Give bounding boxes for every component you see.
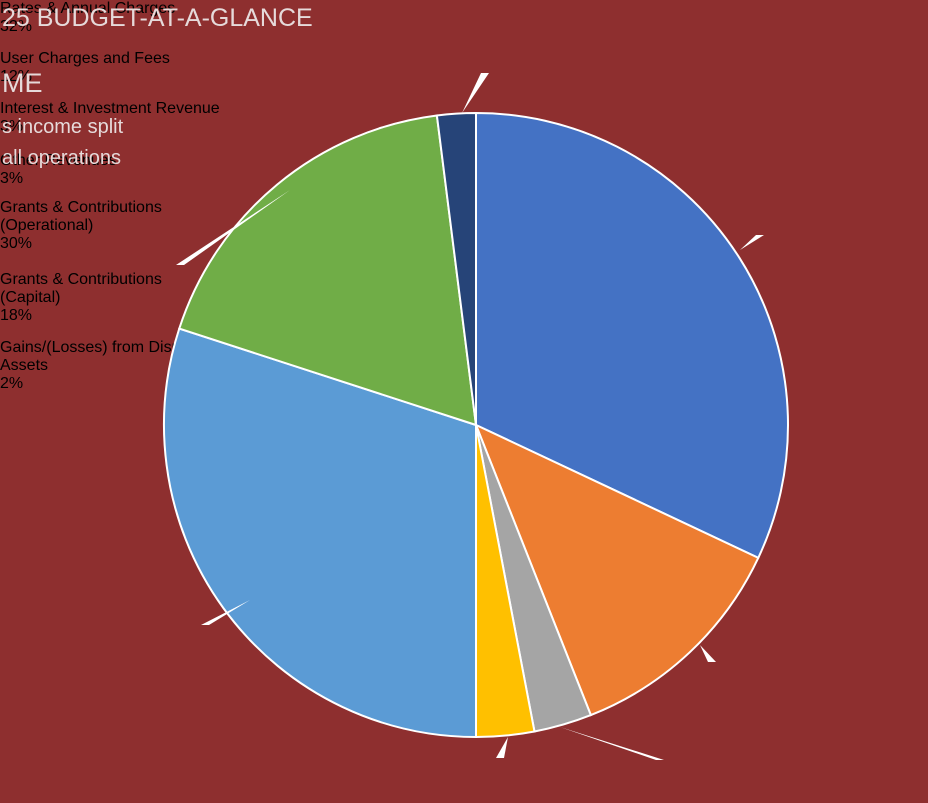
data-label: Grants & Contributions (Capital) 18%: [0, 271, 176, 339]
leader-line: [496, 737, 508, 758]
value-label: 3%: [0, 118, 24, 135]
category-label: Grants & Contributions (Operational): [0, 199, 162, 234]
value-label: 18%: [0, 307, 33, 324]
category-label: Interest & Investment Revenue: [0, 100, 220, 117]
leader-line: [462, 73, 489, 113]
data-label: Other Revenues 3%: [0, 152, 126, 199]
pie-slice: [178, 114, 478, 427]
heading: ME: [2, 68, 43, 98]
pie-slice: [163, 327, 477, 739]
data-label: User Charges and Fees 12%: [0, 50, 174, 100]
data-label: Gains/(Losses) from Disposal of Assets 2%: [0, 339, 234, 409]
title: 25 BUDGET-AT-A-GLANCE: [2, 4, 313, 32]
leader-line: [201, 600, 250, 625]
leader-line: [560, 727, 664, 760]
pie-slice: [475, 111, 789, 560]
category-label: Gains/(Losses) from Disposal of Assets: [0, 339, 228, 374]
value-label: 3%: [0, 170, 24, 187]
value-label: 32%: [0, 18, 33, 35]
data-label: Interest & Investment Revenue 3%: [0, 100, 232, 152]
leader-line: [700, 645, 716, 662]
value-label: 12%: [0, 68, 33, 85]
category-label: Other Revenues: [0, 152, 117, 169]
subtitle: s income split: [2, 116, 124, 138]
data-label: Grants & Contributions (Operational) 30%: [0, 199, 176, 271]
category-label: User Charges and Fees: [0, 50, 170, 67]
leader-line: [740, 235, 764, 250]
pie-slice: [435, 111, 477, 426]
subtitle: all operations: [2, 147, 121, 169]
category-label: Grants & Contributions (Capital): [0, 271, 162, 306]
pie-slice: [474, 423, 760, 717]
value-label: 2%: [0, 375, 24, 392]
data-label: Rates & Annual Charges 32%: [0, 0, 176, 50]
category-label: Rates & Annual Charges: [0, 0, 176, 17]
value-label: 30%: [0, 235, 33, 252]
leader-line: [176, 190, 290, 265]
